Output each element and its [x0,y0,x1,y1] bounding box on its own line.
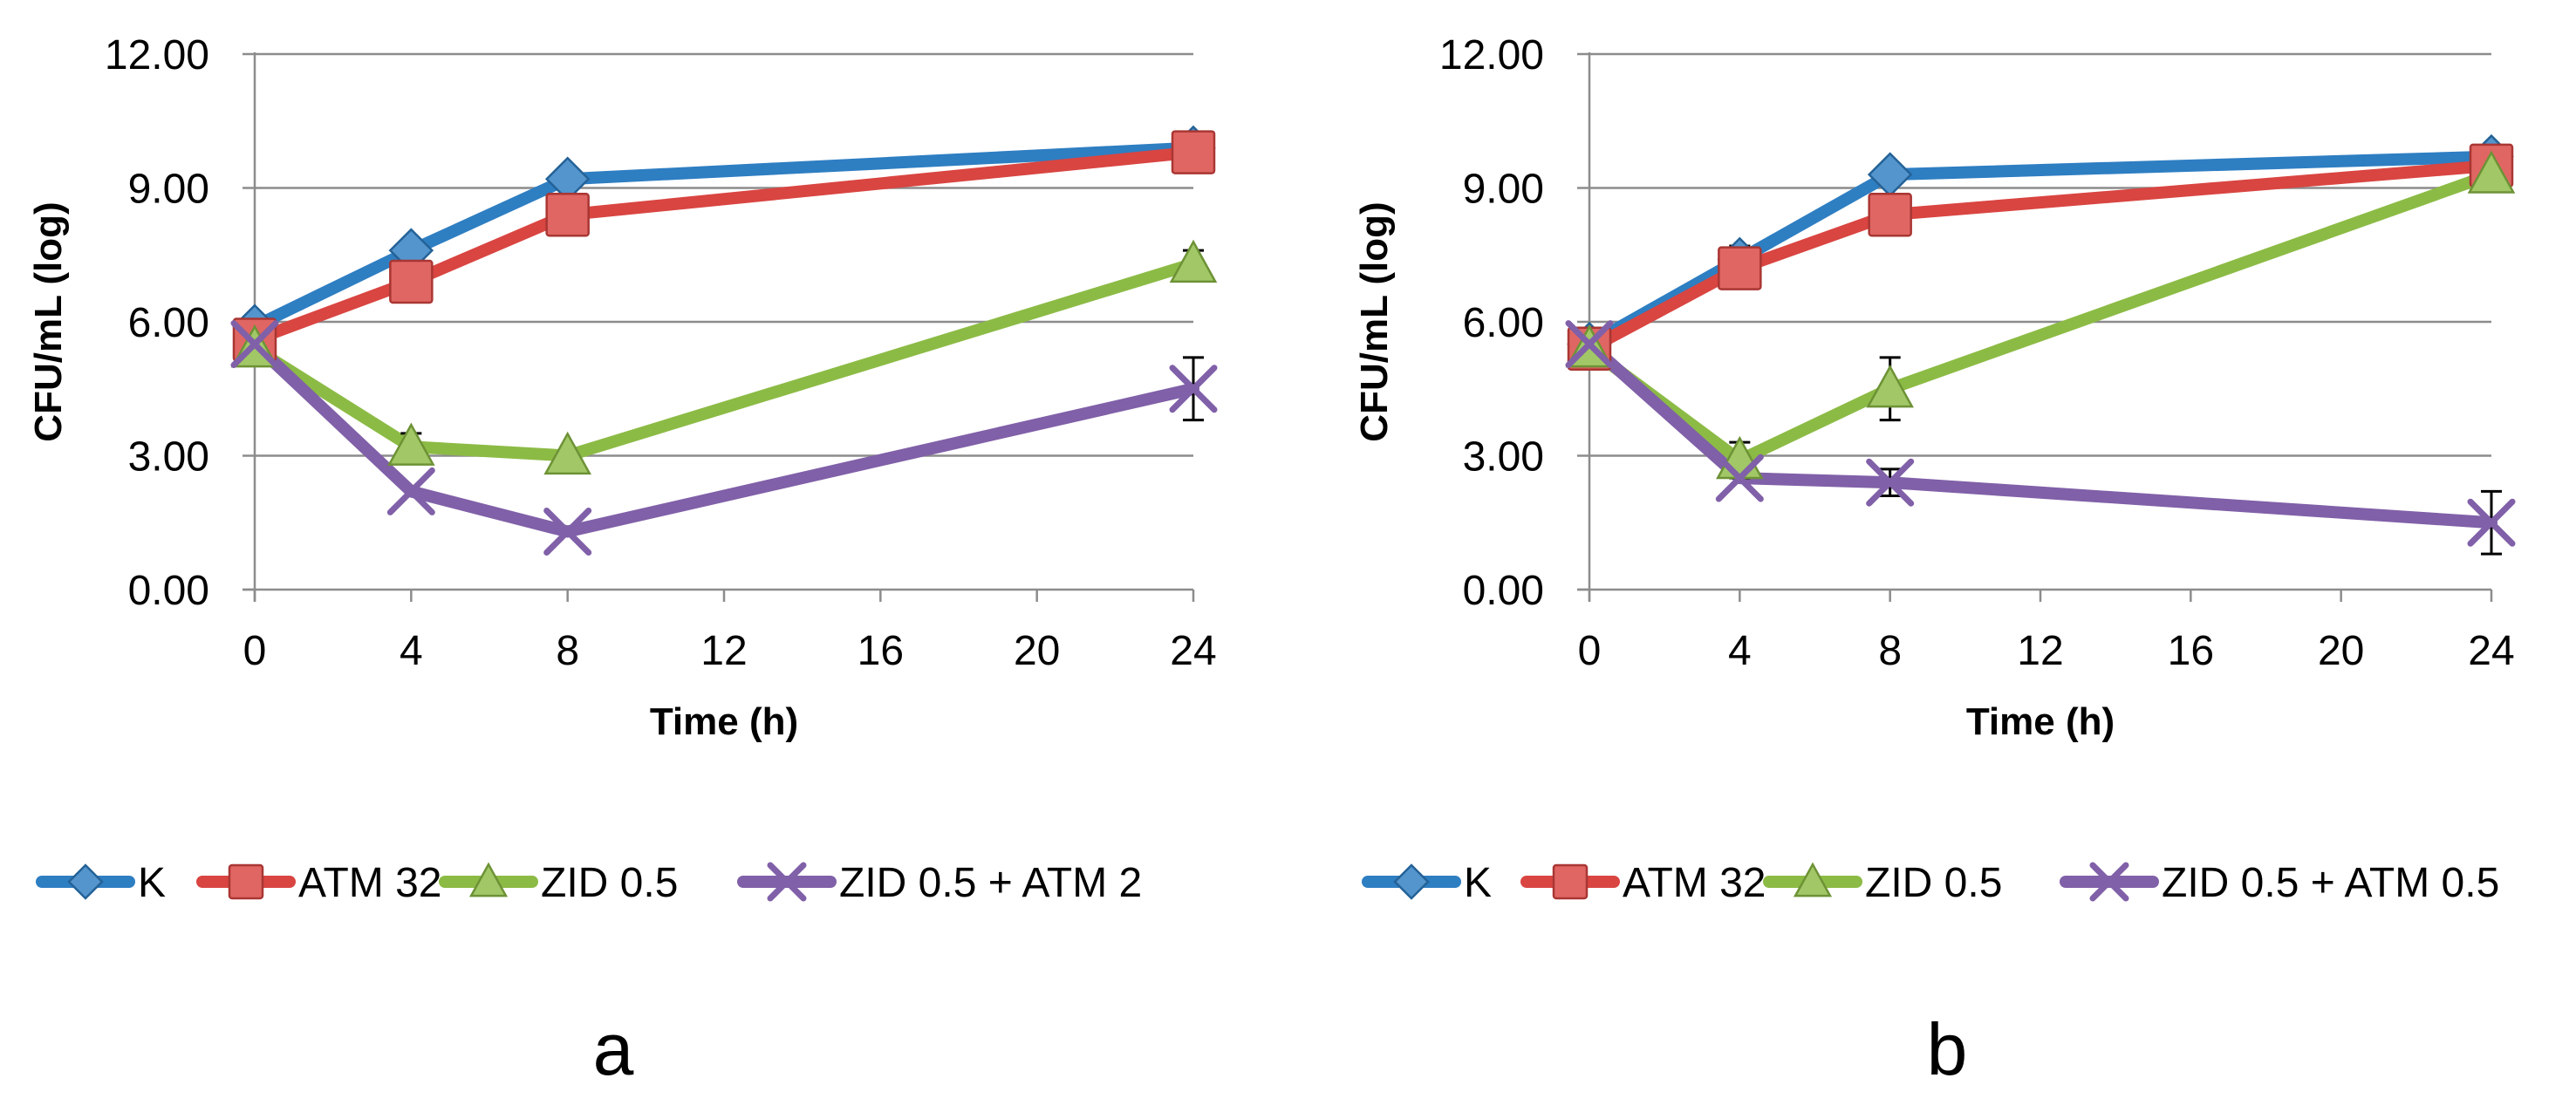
data-point-3 [1715,454,1764,502]
x-tick-label: 16 [2168,628,2214,674]
legend-marker [228,863,264,900]
legend-label: ZID 0.5 + ATM 2 [839,860,1142,906]
y-tick-label: 0.00 [128,568,209,614]
legend-marker [2089,862,2129,902]
x-tick-label: 20 [1014,628,1060,674]
data-point-1 [545,192,590,237]
legend-label: ZID 0.5 + ATM 0.5 [2162,860,2499,906]
x-axis-title: Time (h) [650,700,798,743]
series-line-1 [1583,159,2497,355]
y-tick-label: 6.00 [128,300,209,346]
legend-label: ZID 0.5 [541,860,678,906]
data-point-1 [389,259,434,304]
x-tick-label: 12 [700,628,747,674]
x-tick-label: 20 [2318,628,2364,674]
series-line-2 [1583,168,2497,467]
y-axis-title: CFU/mL (log) [27,201,70,441]
data-point-1 [1868,192,1912,237]
y-tick-label: 9.00 [128,167,209,213]
x-tick-label: 8 [556,628,579,674]
legend-label: ATM 32 [298,860,441,906]
chart-panel-a: 0.00 3.00 6.00 9.00 12.00 0 4 8 12 16 20 24 Time (h)… [27,32,1218,1090]
data-point-3 [230,320,279,369]
y-tick-label: 9.00 [1463,167,1544,213]
x-tick-label: 4 [1728,628,1752,674]
legend-marker [1793,862,1833,897]
legend-marker [67,863,104,900]
data-point-2 [543,431,591,475]
legend-label: ATM 32 [1623,860,1766,906]
y-tick-label: 3.00 [1463,434,1544,481]
data-point-3 [1169,365,1218,413]
legend-label: ZID 0.5 [1865,860,2002,906]
y-tick-label: 0.00 [1463,568,1544,614]
series-line-3 [249,338,1199,538]
legend-label: K [138,860,166,906]
y-tick-label: 12.00 [105,32,209,78]
y-axis-title: CFU/mL (log) [1353,201,1396,441]
legend-marker [767,862,807,902]
x-tick-label: 0 [243,628,267,674]
data-point-3 [1565,320,1614,369]
data-point-3 [2467,498,2516,547]
series-line-0 [249,141,1199,333]
data-point-3 [1866,458,1915,507]
x-tick-label: 4 [400,628,423,674]
x-tick-label: 16 [858,628,904,674]
x-tick-label: 12 [2017,628,2063,674]
x-tick-label: 24 [1170,628,1216,674]
x-tick-label: 24 [2468,628,2514,674]
x-tick-label: 8 [1878,628,1902,674]
chart-panel-b: 0.00 3.00 6.00 9.00 12.00 0 4 8 12 16 20 24 Time (h)… [1353,32,2516,1090]
series-line-2 [249,257,1199,462]
y-tick-label: 12.00 [1439,32,1544,78]
x-axis-title: Time (h) [1966,700,2115,743]
data-point-2 [2467,150,2516,194]
data-point-1 [1718,246,1762,290]
y-tick-label: 3.00 [128,434,209,481]
data-point-2 [387,422,435,466]
legend-marker [468,862,509,897]
data-point-3 [386,467,435,515]
legend-label: K [1464,860,1492,906]
data-point-1 [1171,130,1216,174]
panel-label: a [593,1008,634,1090]
series-line-3 [1583,338,2497,529]
panel-label: b [1927,1008,1968,1090]
x-tick-label: 0 [1578,628,1602,674]
y-tick-label: 6.00 [1463,300,1544,346]
legend-marker [1393,863,1430,900]
series-line-1 [249,146,1199,346]
data-point-2 [1866,364,1914,408]
data-point-2 [1169,239,1218,283]
data-point-3 [543,507,592,556]
legend-marker [1552,863,1589,900]
